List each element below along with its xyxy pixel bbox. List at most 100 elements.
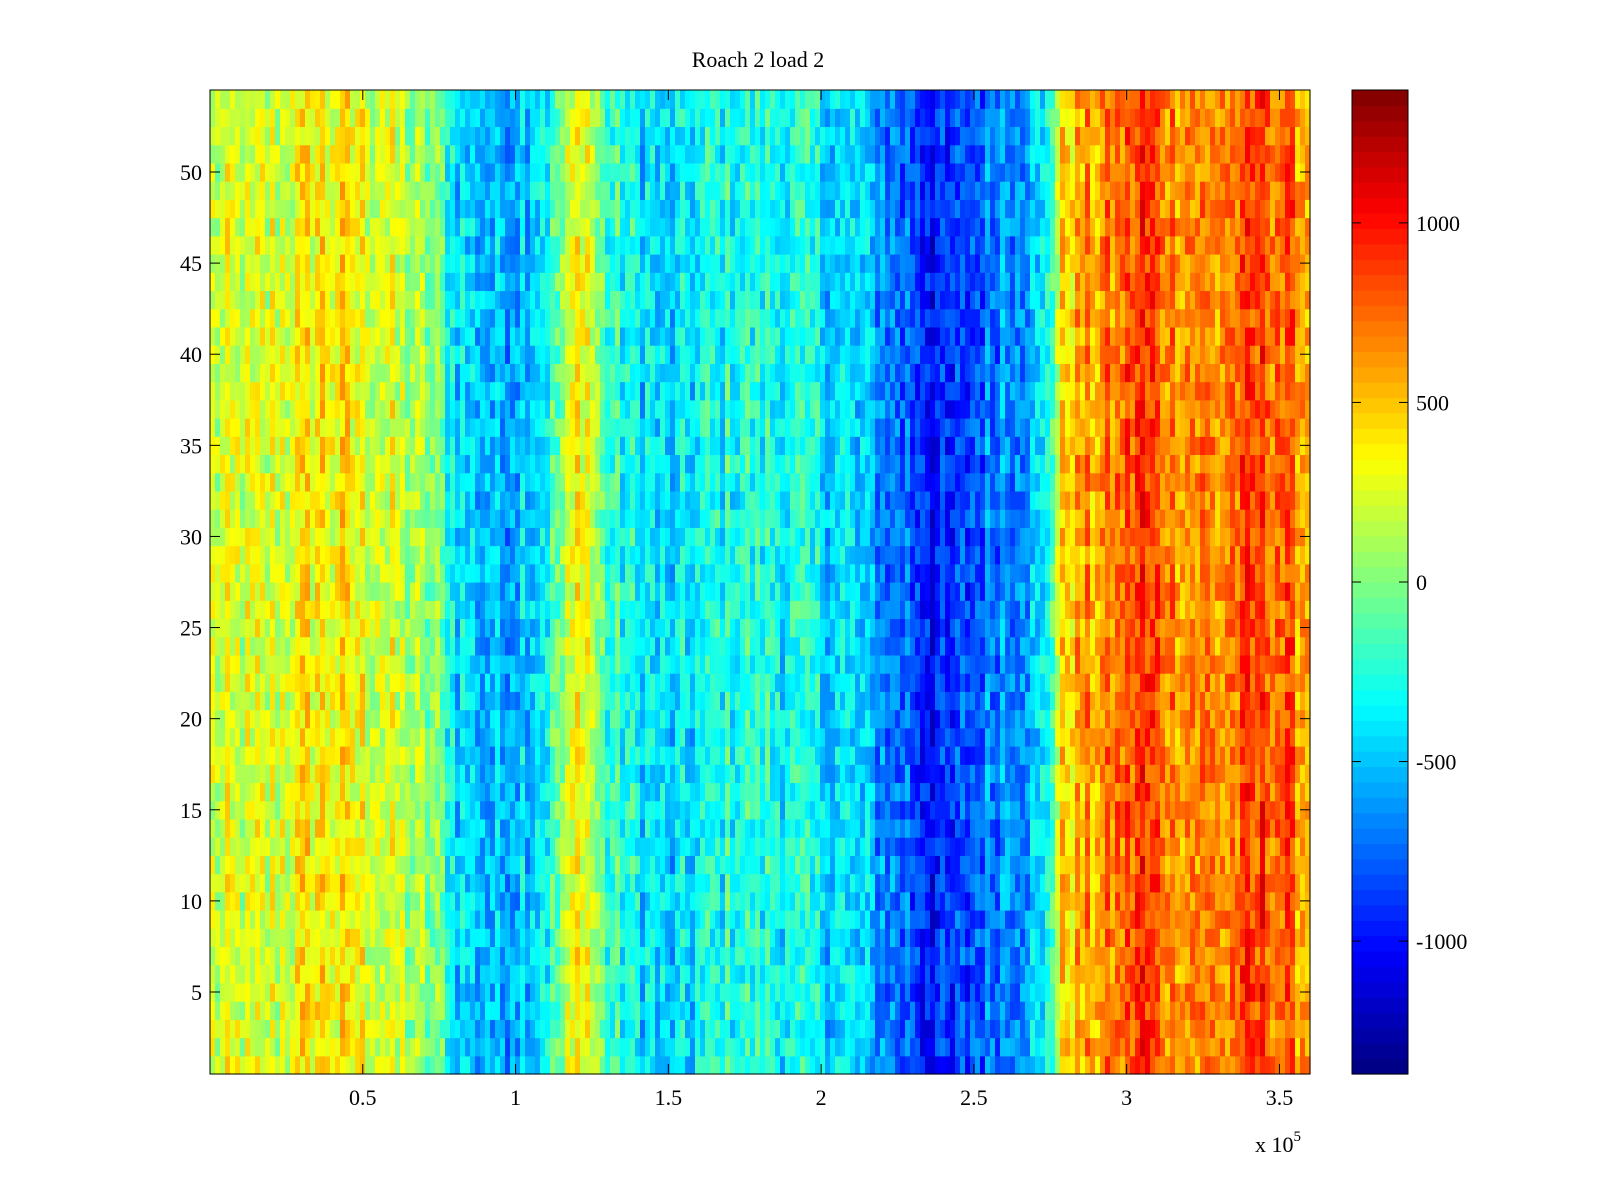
heatmap-cell: [260, 782, 266, 802]
heatmap-cell: [290, 946, 296, 966]
heatmap-cell: [780, 691, 786, 711]
heatmap-cell: [1230, 709, 1236, 729]
heatmap-cell: [580, 709, 586, 729]
heatmap-cell: [390, 1001, 396, 1020]
heatmap-cell: [495, 673, 501, 692]
heatmap-cell: [890, 964, 896, 984]
heatmap-cell: [1100, 928, 1106, 948]
heatmap-cell: [1190, 818, 1196, 838]
heatmap-cell: [520, 1019, 526, 1039]
heatmap-cell: [690, 873, 696, 893]
heatmap-cell: [1265, 946, 1271, 966]
heatmap-cell: [380, 964, 386, 984]
heatmap-cell: [885, 818, 891, 838]
heatmap-cell: [330, 873, 336, 893]
heatmap-cell: [745, 764, 751, 784]
heatmap-cell: [1180, 964, 1186, 984]
heatmap-cell: [300, 891, 306, 911]
heatmap-cell: [755, 982, 761, 1002]
heatmap-cell: [310, 764, 316, 784]
heatmap-cell: [445, 800, 451, 820]
heatmap-cell: [1205, 891, 1211, 911]
heatmap-cell: [650, 1037, 656, 1057]
heatmap-cell: [480, 764, 486, 784]
heatmap-cell: [1215, 727, 1221, 747]
heatmap-cell: [1305, 1001, 1311, 1020]
heatmap-cell: [1220, 855, 1226, 875]
heatmap-cell: [740, 727, 746, 747]
heatmap-cell: [515, 891, 521, 911]
heatmap-cell: [880, 691, 886, 711]
heatmap-cell: [590, 818, 596, 838]
heatmap-cell: [920, 673, 926, 692]
heatmap-cell: [805, 946, 811, 966]
heatmap-cell: [1235, 982, 1241, 1002]
heatmap-cell: [1055, 946, 1061, 966]
heatmap-cell: [380, 982, 386, 1002]
heatmap-cell: [405, 782, 411, 802]
heatmap-cell: [930, 764, 936, 784]
heatmap-cell: [1085, 1001, 1091, 1020]
heatmap-cell: [520, 928, 526, 948]
heatmap-cell: [310, 1037, 316, 1057]
heatmap-cell: [770, 654, 776, 674]
heatmap-cell: [805, 855, 811, 875]
heatmap-cell: [390, 837, 396, 856]
heatmap-cell: [1120, 764, 1126, 784]
heatmap-cell: [1000, 764, 1006, 784]
heatmap-cell: [915, 709, 921, 729]
heatmap-cell: [345, 673, 351, 692]
heatmap-cell: [1050, 673, 1056, 692]
heatmap-cell: [1220, 982, 1226, 1002]
heatmap-cell: [620, 855, 626, 875]
heatmap-cell: [595, 782, 601, 802]
heatmap-cell: [430, 964, 436, 984]
heatmap-cell: [485, 709, 491, 729]
heatmap-cell: [1170, 910, 1176, 929]
heatmap-cell: [1260, 746, 1266, 765]
heatmap-cell: [780, 818, 786, 838]
heatmap-cell: [1230, 764, 1236, 784]
heatmap-cell: [460, 1001, 466, 1020]
heatmap-cell: [300, 964, 306, 984]
heatmap-cell: [940, 946, 946, 966]
heatmap-cell: [1275, 746, 1281, 765]
heatmap-cell: [840, 818, 846, 838]
heatmap-cell: [890, 691, 896, 711]
heatmap-cell: [815, 654, 821, 674]
heatmap-cell: [1105, 746, 1111, 765]
heatmap-cell: [630, 982, 636, 1002]
heatmap-cell: [845, 673, 851, 692]
heatmap-cell: [665, 910, 671, 929]
heatmap-cell: [1290, 818, 1296, 838]
heatmap-cell: [460, 673, 466, 692]
heatmap-cell: [780, 1019, 786, 1039]
heatmap-cell: [865, 800, 871, 820]
heatmap-cell: [730, 727, 736, 747]
heatmap-cell: [825, 982, 831, 1002]
heatmap-cell: [235, 800, 241, 820]
heatmap-cell: [985, 855, 991, 875]
heatmap-cell: [765, 691, 771, 711]
heatmap-cell: [490, 891, 496, 911]
heatmap-cell: [520, 855, 526, 875]
heatmap-cell: [470, 964, 476, 984]
heatmap-cell: [1130, 1055, 1136, 1075]
heatmap-cell: [580, 891, 586, 911]
heatmap-cell: [1265, 782, 1271, 802]
heatmap-cell: [395, 654, 401, 674]
heatmap-cell: [940, 709, 946, 729]
heatmap-cell: [500, 709, 506, 729]
heatmap-cell: [335, 928, 341, 948]
heatmap-cell: [545, 910, 551, 929]
heatmap-cell: [860, 782, 866, 802]
heatmap-cell: [475, 837, 481, 856]
heatmap-cell: [785, 910, 791, 929]
heatmap-cell: [310, 782, 316, 802]
heatmap-cell: [1285, 946, 1291, 966]
heatmap-cell: [380, 746, 386, 765]
heatmap-cell: [510, 764, 516, 784]
heatmap-cell: [445, 873, 451, 893]
heatmap-cell: [1300, 1037, 1306, 1057]
heatmap-cell: [215, 910, 221, 929]
